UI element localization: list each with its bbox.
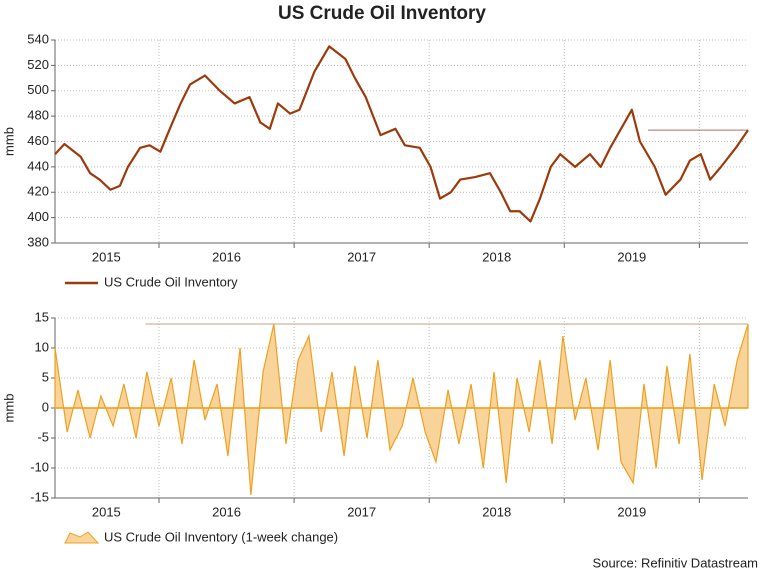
x-tick-label: 2015	[92, 249, 121, 264]
y-tick-label: 15	[35, 309, 49, 324]
y-tick-label: -5	[37, 429, 49, 444]
x-tick-label: 2019	[617, 249, 646, 264]
area	[54, 323, 749, 496]
x-tick-label: 2017	[347, 249, 376, 264]
y-tick-label: 420	[27, 184, 49, 199]
y-tick-label: 460	[27, 133, 49, 148]
line	[54, 45, 749, 223]
y-axis-label: mmb	[1, 127, 16, 156]
y-tick-label: 380	[27, 234, 49, 249]
legend-swatch	[64, 531, 100, 544]
chart-title: US Crude Oil Inventory	[278, 3, 486, 24]
y-tick-label: 480	[27, 108, 49, 123]
y-tick-label: -15	[30, 489, 49, 504]
x-tick-label: 2016	[212, 249, 241, 264]
y-tick-label: 5	[42, 369, 49, 384]
x-tick-label: 2017	[347, 504, 376, 519]
x-tick-label: 2018	[482, 504, 511, 519]
x-tick-label: 2019	[617, 504, 646, 519]
x-tick-label: 2015	[92, 504, 121, 519]
x-tick-label: 2016	[212, 504, 241, 519]
y-tick-label: 400	[27, 209, 49, 224]
y-axis-label: mmb	[1, 394, 16, 423]
legend-label: US Crude Oil Inventory	[104, 274, 238, 289]
y-tick-label: 440	[27, 158, 49, 173]
legend-label: US Crude Oil Inventory (1-week change)	[104, 529, 338, 544]
x-tick-label: 2018	[482, 249, 511, 264]
y-tick-label: -10	[30, 459, 49, 474]
source: Source: Refinitiv Datastream	[593, 555, 758, 570]
y-tick-label: 500	[27, 82, 49, 97]
y-tick-label: 0	[42, 399, 49, 414]
y-tick-label: 520	[27, 57, 49, 72]
y-tick-label: 10	[35, 339, 49, 354]
y-tick-label: 540	[27, 31, 49, 46]
